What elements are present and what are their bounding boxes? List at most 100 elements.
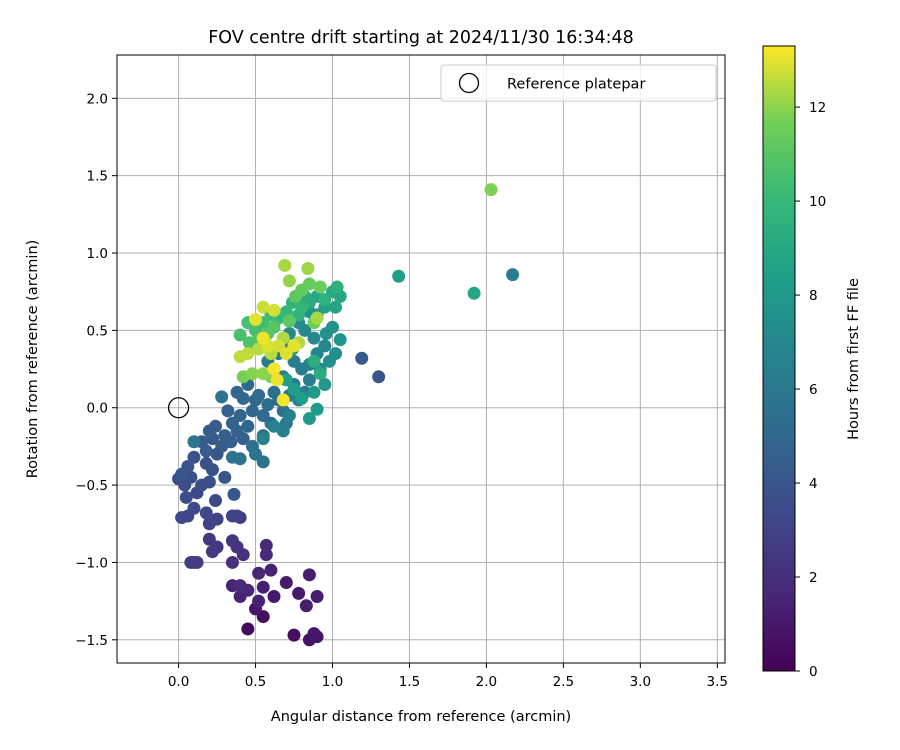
data-point	[227, 487, 241, 501]
data-point	[230, 385, 244, 399]
data-point	[218, 470, 232, 484]
y-tick-label: 1.5	[87, 169, 108, 185]
data-point	[330, 280, 344, 294]
data-point	[202, 532, 216, 546]
data-point	[259, 548, 273, 562]
reference-layer	[167, 397, 190, 419]
colorbar-tick-label: 10	[809, 194, 826, 210]
data-point	[282, 274, 296, 288]
plot-title: FOV centre drift starting at 2024/11/30 …	[208, 28, 634, 48]
data-point	[245, 367, 259, 381]
data-point	[287, 382, 301, 396]
data-point	[233, 408, 247, 422]
data-point	[187, 435, 201, 449]
data-point	[307, 385, 321, 399]
data-point	[279, 576, 293, 590]
y-tick-label: −1.0	[75, 555, 108, 571]
x-tick-label: 0.0	[168, 674, 189, 690]
data-point	[302, 412, 316, 426]
data-point	[287, 628, 301, 642]
data-point	[256, 300, 270, 314]
data-point	[261, 398, 275, 412]
data-point	[209, 419, 223, 433]
data-point	[241, 419, 255, 433]
data-point	[307, 354, 321, 368]
data-point	[318, 339, 332, 353]
colorbar: 0 2 4 6 8 10 12 Hours from first FF file	[762, 45, 862, 680]
data-point	[318, 292, 332, 306]
plot-area-frame	[116, 54, 726, 664]
data-point	[205, 545, 219, 559]
data-point	[256, 331, 270, 345]
data-point	[215, 390, 229, 404]
y-tick-label: 0.5	[87, 323, 108, 339]
data-point	[233, 579, 247, 593]
reference-platepar-marker	[167, 397, 190, 419]
data-point	[276, 393, 290, 407]
data-point	[307, 331, 321, 345]
data-point	[199, 456, 213, 470]
data-point	[187, 501, 201, 515]
data-point	[224, 435, 238, 449]
data-point	[318, 378, 332, 392]
data-point	[256, 432, 270, 446]
data-point	[225, 534, 239, 548]
y-tick-label: 2.0	[87, 91, 108, 107]
data-point	[221, 404, 235, 418]
data-point	[256, 455, 270, 469]
data-point	[259, 538, 273, 552]
data-point	[256, 580, 270, 594]
x-tick-label: 3.5	[707, 674, 728, 690]
data-point	[236, 432, 250, 446]
colorbar-tick-label: 12	[809, 100, 826, 116]
data-point	[282, 314, 296, 328]
legend-box	[440, 64, 717, 102]
data-point	[355, 351, 369, 365]
data-point	[241, 622, 255, 636]
y-axis-ticks: −1.5 −1.0 −0.5 0.0 0.5 1.0 1.5 2.0	[75, 91, 117, 649]
data-point	[225, 555, 239, 569]
data-point	[245, 404, 259, 418]
colorbar-title: Hours from first FF file	[846, 278, 862, 440]
legend: Reference platepar	[440, 64, 717, 102]
data-point	[287, 339, 301, 353]
data-point	[313, 280, 327, 294]
data-point	[225, 509, 239, 523]
data-point	[264, 563, 278, 577]
data-point	[329, 300, 343, 314]
colorbar-gradient	[762, 45, 796, 672]
x-tick-label: 1.0	[322, 674, 343, 690]
data-point	[252, 388, 266, 402]
data-point	[270, 373, 284, 387]
x-tick-label: 2.5	[553, 674, 574, 690]
data-point	[199, 506, 213, 520]
x-tick-label: 0.5	[245, 674, 266, 690]
data-point	[295, 391, 309, 405]
data-point	[267, 320, 281, 334]
data-point	[233, 328, 247, 342]
y-axis-title: Rotation from reference (arcmin)	[25, 240, 41, 479]
x-tick-label: 2.0	[476, 674, 497, 690]
data-point	[202, 475, 216, 489]
colorbar-tick-label: 0	[809, 664, 818, 680]
data-point	[302, 568, 316, 582]
data-point	[325, 320, 339, 334]
data-point	[299, 599, 313, 613]
data-point	[267, 589, 281, 603]
data-point	[329, 347, 343, 361]
data-point	[506, 268, 520, 282]
data-point	[307, 627, 321, 641]
x-axis-title: Angular distance from reference (arcmin)	[271, 709, 571, 725]
y-tick-label: −1.5	[75, 633, 108, 649]
data-point	[209, 494, 223, 508]
data-point	[310, 589, 324, 603]
data-points	[172, 183, 520, 647]
data-point	[252, 594, 266, 608]
data-point	[278, 258, 292, 272]
data-point	[310, 311, 324, 325]
data-point	[333, 333, 347, 347]
x-axis-ticks: 0.0 0.5 1.0 1.5 2.0 2.5 3.0 3.5	[168, 663, 728, 690]
colorbar-tick-label: 2	[809, 570, 818, 586]
y-tick-label: −0.5	[75, 478, 108, 494]
